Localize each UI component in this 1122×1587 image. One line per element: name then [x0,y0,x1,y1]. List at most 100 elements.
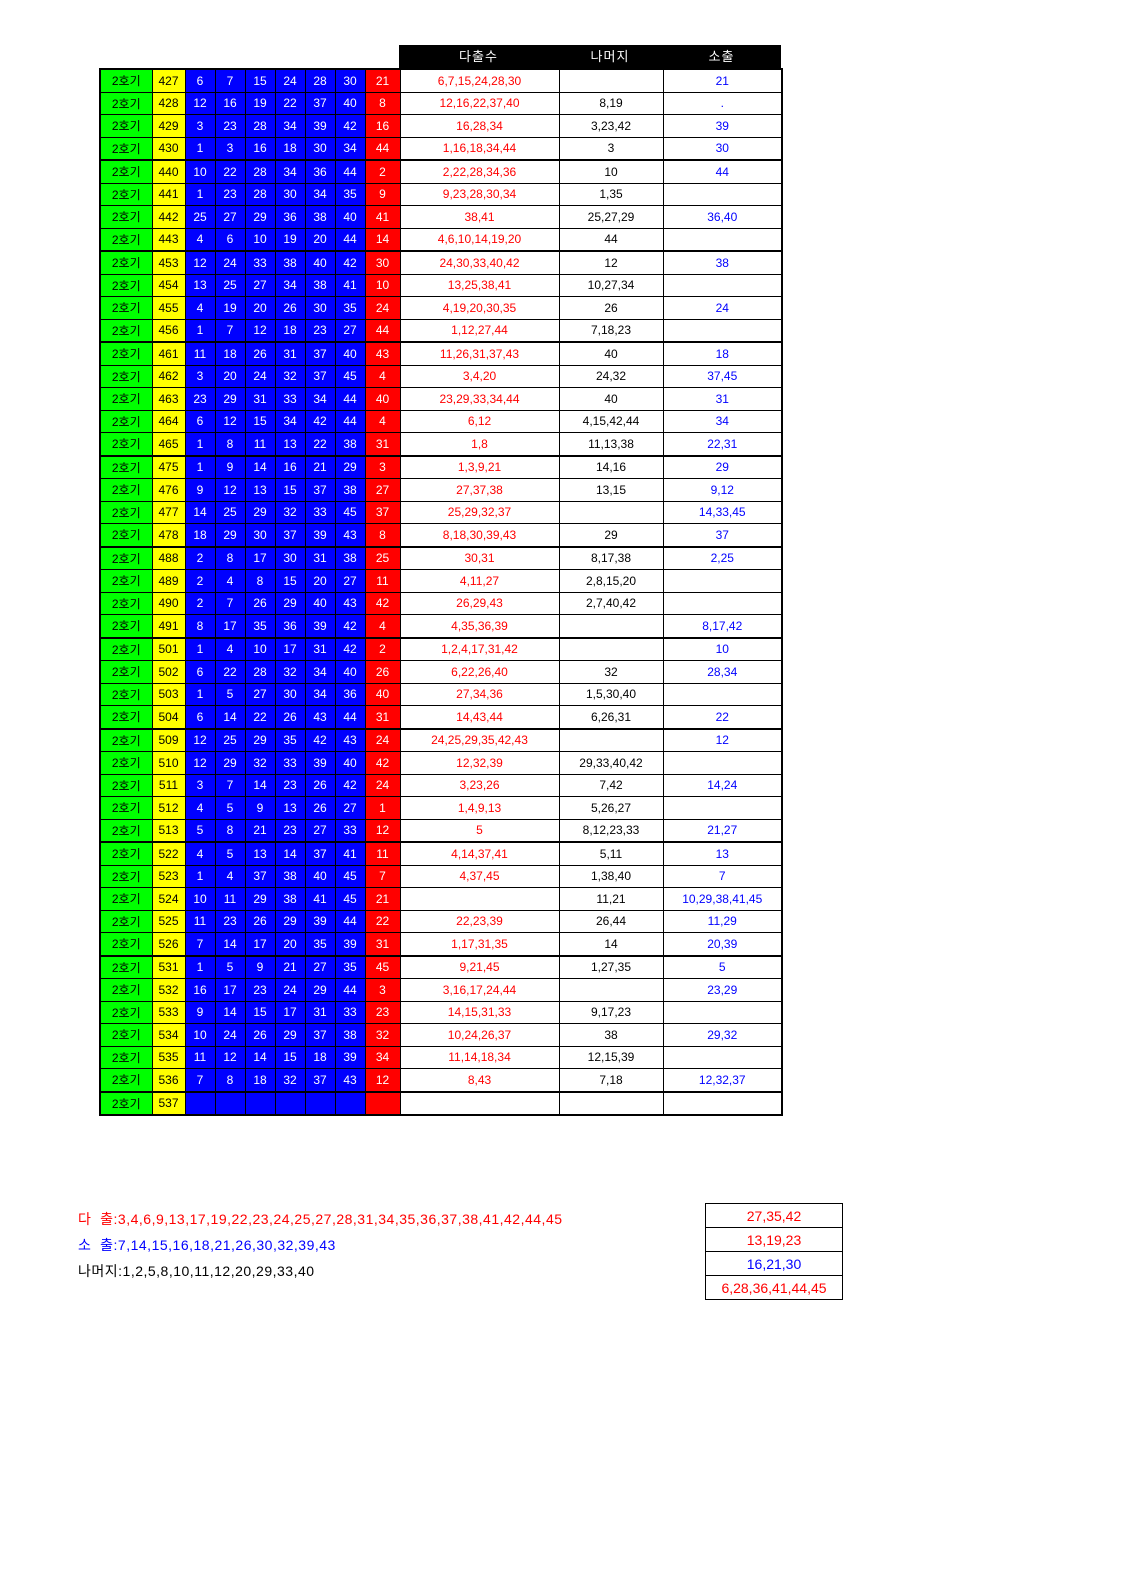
number-cell[interactable]: 14 [214,932,246,957]
round-cell[interactable]: 490 [151,591,186,615]
dachulsu-cell[interactable]: 6,22,26,40 [399,660,560,684]
bonus-cell[interactable]: 24 [364,296,401,320]
number-cell[interactable]: 31 [244,387,276,411]
bonus-cell[interactable]: 12 [364,1068,401,1093]
remainder-cell[interactable]: 1,27,35 [558,955,664,979]
number-cell[interactable]: 29 [244,500,276,524]
number-cell[interactable]: 10 [184,1023,216,1047]
number-cell[interactable]: 34 [304,660,336,684]
number-cell[interactable]: 10 [184,887,216,911]
number-cell[interactable]: 12 [214,409,246,433]
number-cell[interactable]: 29 [304,978,336,1002]
number-cell[interactable]: 22 [304,432,336,457]
dachulsu-cell[interactable]: 26,29,43 [399,591,560,615]
number-cell[interactable]: 10 [184,159,216,184]
remainder-cell[interactable] [558,728,664,752]
remainder-cell[interactable]: 10 [558,159,664,184]
round-cell[interactable]: 512 [151,796,186,820]
number-cell[interactable]: 4 [214,569,246,593]
number-cell[interactable]: 38 [304,273,336,297]
machine-cell[interactable]: 2호기 [99,887,153,911]
bonus-cell[interactable]: 40 [364,387,401,411]
sochul-cell[interactable]: 23,29 [662,978,783,1002]
sochul-cell[interactable] [662,1091,783,1116]
sochul-cell[interactable]: 29,32 [662,1023,783,1047]
number-cell[interactable]: 14 [274,841,306,866]
machine-cell[interactable]: 2호기 [99,296,153,320]
number-cell[interactable]: 26 [304,796,336,820]
number-cell[interactable] [244,1091,276,1116]
sochul-cell[interactable]: 39 [662,114,783,138]
summary-box-cell[interactable]: 16,21,30 [705,1251,843,1276]
round-cell[interactable]: 441 [151,182,186,206]
number-cell[interactable]: 21 [274,955,306,979]
round-cell[interactable]: 442 [151,205,186,229]
number-cell[interactable]: 40 [334,751,366,775]
dachulsu-cell[interactable]: 23,29,33,34,44 [399,387,560,411]
number-cell[interactable]: 29 [214,523,246,548]
dachulsu-cell[interactable]: 1,17,31,35 [399,932,560,957]
machine-cell[interactable]: 2호기 [99,250,153,275]
round-cell[interactable]: 428 [151,91,186,115]
remainder-cell[interactable]: 11,21 [558,887,664,911]
number-cell[interactable]: 29 [274,1023,306,1047]
remainder-cell[interactable]: 40 [558,387,664,411]
round-cell[interactable]: 443 [151,227,186,252]
number-cell[interactable]: 45 [334,364,366,388]
number-cell[interactable]: 15 [274,1045,306,1069]
number-cell[interactable]: 10 [244,637,276,661]
machine-cell[interactable]: 2호기 [99,841,153,866]
remainder-cell[interactable]: 7,18,23 [558,318,664,343]
number-cell[interactable]: 33 [334,818,366,843]
dachulsu-cell[interactable]: 22,23,39 [399,909,560,933]
dachulsu-cell[interactable]: 3,23,26 [399,773,560,797]
dachulsu-cell[interactable]: 9,23,28,30,34 [399,182,560,206]
number-cell[interactable]: 15 [244,409,276,433]
sochul-cell[interactable]: 34 [662,409,783,433]
machine-cell[interactable]: 2호기 [99,773,153,797]
number-cell[interactable]: 16 [214,91,246,115]
sochul-cell[interactable]: 8,17,42 [662,614,783,639]
dachulsu-cell[interactable]: 4,37,45 [399,864,560,888]
number-cell[interactable]: 25 [214,273,246,297]
remainder-cell[interactable]: 7,42 [558,773,664,797]
dachulsu-cell[interactable]: 14,15,31,33 [399,1000,560,1024]
sochul-cell[interactable]: 28,34 [662,660,783,684]
round-cell[interactable]: 533 [151,1000,186,1024]
remainder-cell[interactable]: 13,15 [558,478,664,502]
number-cell[interactable]: 12 [184,728,216,752]
remainder-cell[interactable]: 9,17,23 [558,1000,664,1024]
sochul-cell[interactable]: 11,29 [662,909,783,933]
number-cell[interactable]: 4 [184,296,216,320]
number-cell[interactable]: 42 [334,250,366,275]
number-cell[interactable]: 25 [214,728,246,752]
number-cell[interactable]: 33 [274,751,306,775]
bonus-cell[interactable]: 21 [364,68,401,93]
dachulsu-cell[interactable]: 4,11,27 [399,569,560,593]
number-cell[interactable]: 3 [184,114,216,138]
number-cell[interactable]: 7 [214,318,246,343]
remainder-cell[interactable] [558,68,664,93]
bonus-cell[interactable]: 37 [364,500,401,524]
machine-cell[interactable]: 2호기 [99,637,153,661]
dachulsu-cell[interactable]: 2,22,28,34,36 [399,159,560,184]
dachulsu-cell[interactable]: 1,4,9,13 [399,796,560,820]
sochul-cell[interactable]: 21 [662,68,783,93]
number-cell[interactable]: 28 [244,159,276,184]
dachulsu-cell[interactable]: 9,21,45 [399,955,560,979]
number-cell[interactable]: 7 [184,1068,216,1093]
round-cell[interactable]: 462 [151,364,186,388]
number-cell[interactable]: 24 [274,68,306,93]
number-cell[interactable]: 32 [274,660,306,684]
sochul-cell[interactable]: 14,33,45 [662,500,783,524]
remainder-cell[interactable]: 8,12,23,33 [558,818,664,843]
number-cell[interactable]: 44 [334,387,366,411]
number-cell[interactable]: 14 [244,773,276,797]
round-cell[interactable]: 504 [151,705,186,730]
bonus-cell[interactable]: 42 [364,591,401,615]
machine-cell[interactable]: 2호기 [99,318,153,343]
dachulsu-cell[interactable]: 6,12 [399,409,560,433]
number-cell[interactable]: 6 [184,409,216,433]
number-cell[interactable]: 2 [184,569,216,593]
bonus-cell[interactable]: 7 [364,864,401,888]
